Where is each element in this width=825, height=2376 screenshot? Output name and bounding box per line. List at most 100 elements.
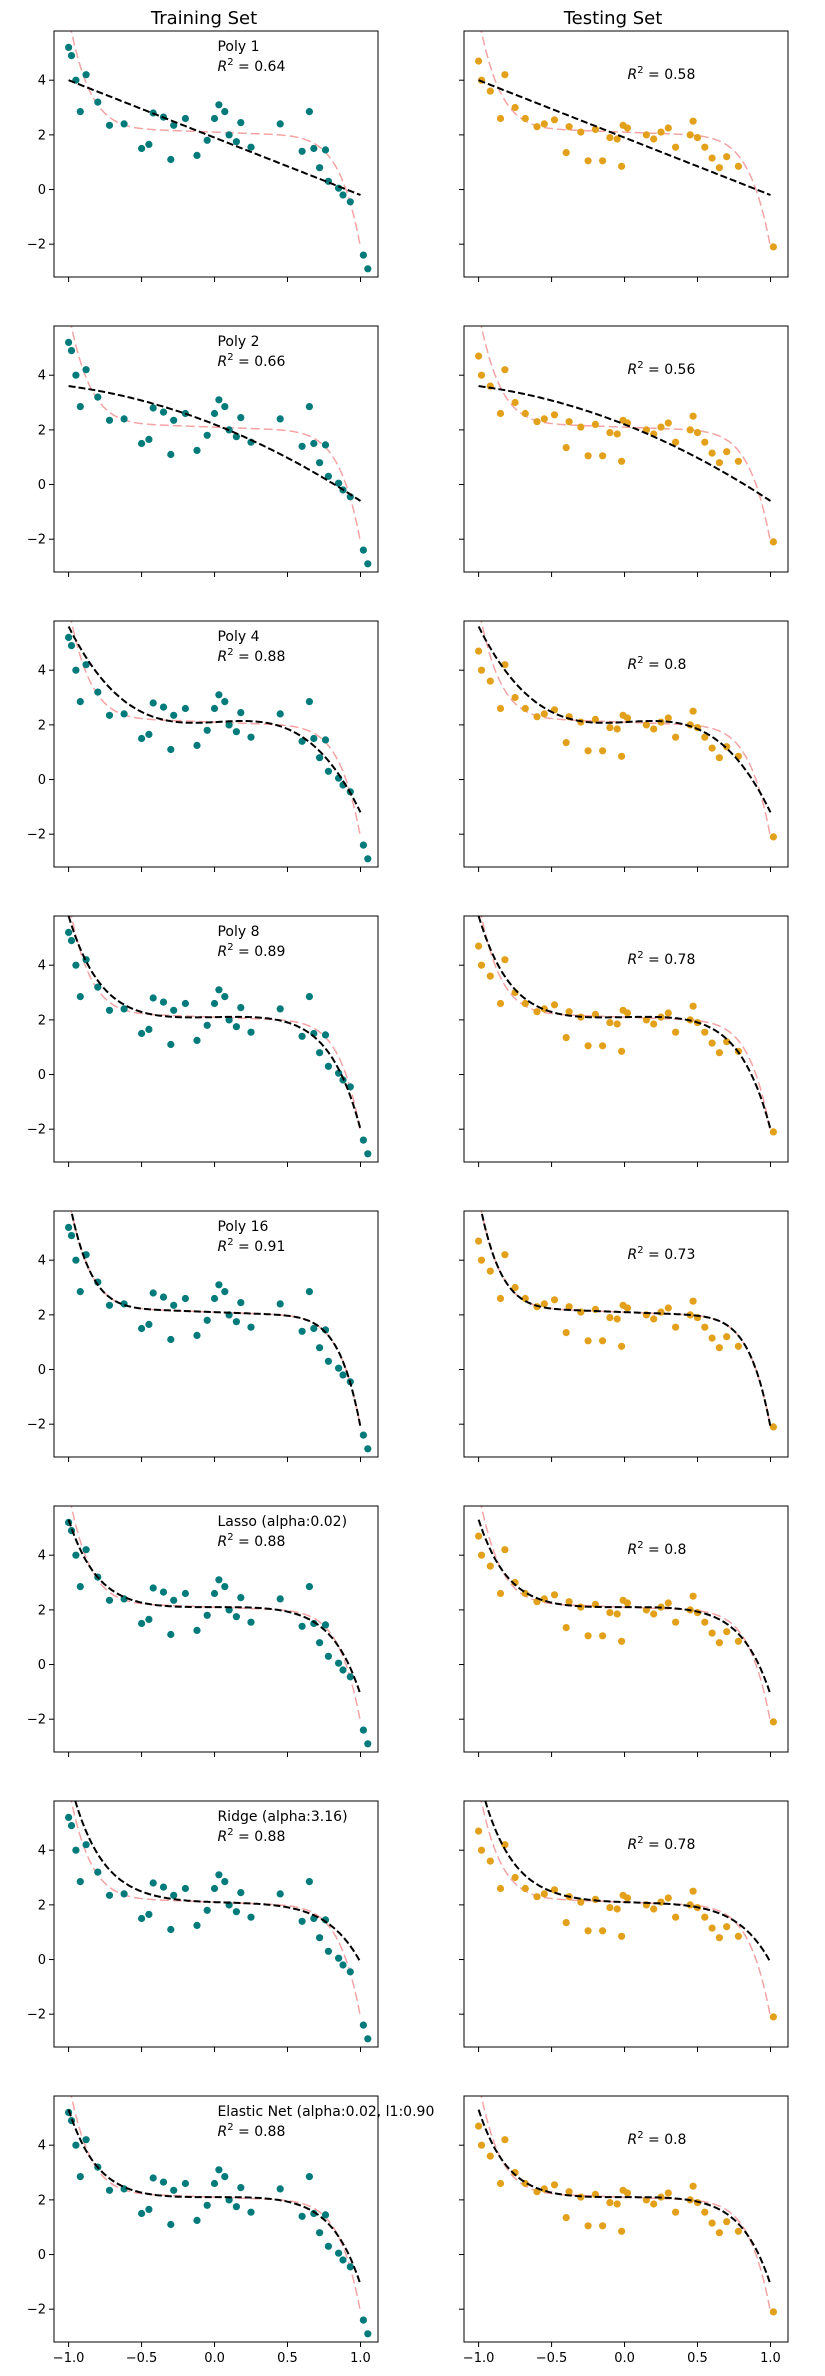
train-point [316, 164, 324, 172]
test-point [550, 1001, 559, 1009]
test-point [650, 2200, 658, 2208]
test-point [584, 157, 592, 165]
test-point [521, 999, 529, 1008]
train-point [170, 1891, 178, 1899]
test-point [689, 1887, 697, 1895]
train-point [276, 710, 284, 718]
axes-frame [53, 2095, 379, 2343]
true-function-line [480, 621, 772, 838]
train-point [335, 1364, 343, 1372]
test-point [664, 714, 672, 722]
test-point [734, 2227, 743, 2235]
train-point [159, 998, 168, 1006]
train-point [316, 1344, 324, 1352]
model-label: Poly 4 [217, 629, 259, 645]
train-point [364, 1740, 372, 1748]
x-tick-label: 1.0 [760, 2351, 781, 2366]
train-point [221, 108, 229, 116]
train-point [94, 983, 102, 991]
train-point [203, 2201, 211, 2209]
train-point [225, 1016, 233, 1024]
train-point [305, 2173, 313, 2181]
train-point [181, 2179, 189, 2188]
test-point [577, 128, 585, 136]
test-point [613, 1020, 621, 1028]
train-point [321, 146, 330, 154]
train-point [232, 1908, 240, 1916]
train-point [298, 737, 306, 745]
train-point [170, 1006, 178, 1014]
train-point [167, 1040, 175, 1049]
train-point [82, 71, 90, 79]
test-point [475, 352, 483, 360]
y-tick-label: 4 [38, 1844, 46, 1859]
x-tick-label: 0.5 [277, 2351, 298, 2366]
test-point [475, 647, 483, 655]
train-point [305, 1878, 313, 1886]
train-r2-annotation: R2 = 0.88 [217, 1827, 285, 1845]
train-r2-annotation: R2 = 0.88 [217, 647, 285, 665]
fitted-curve-line [478, 79, 771, 196]
train-point [324, 1947, 332, 1955]
true-function-line [480, 2096, 772, 2313]
plot-area-train-7 [65, 2096, 372, 2338]
test-point [496, 114, 505, 123]
test-point [642, 721, 651, 729]
train-point [359, 1431, 367, 1439]
test-point [562, 1624, 570, 1632]
test-point [623, 1894, 632, 1902]
train-point [203, 431, 211, 439]
train-point [67, 1232, 76, 1240]
test-point [562, 1329, 570, 1337]
train-point [149, 1289, 157, 1297]
fitted-curve-line [67, 916, 362, 1130]
y-tick-label: 4 [38, 664, 46, 679]
train-point [159, 1293, 168, 1301]
train-point [215, 396, 223, 404]
test-point [591, 125, 600, 133]
fitted-curve-line [74, 1801, 362, 1963]
train-point [324, 472, 332, 480]
y-tick-label: 4 [38, 1254, 46, 1269]
axes-frame [463, 915, 789, 1163]
test-point [701, 1028, 709, 1036]
train-r2-annotation: R2 = 0.88 [217, 2122, 285, 2140]
train-point [159, 1883, 168, 1891]
test-point [486, 1857, 494, 1865]
test-point [584, 1337, 592, 1345]
train-point [335, 2249, 343, 2257]
model-label: Poly 8 [217, 924, 259, 940]
train-point [232, 1613, 240, 1621]
test-point [486, 1562, 494, 1570]
train-point [120, 710, 128, 718]
y-tick-label: −2 [27, 828, 46, 843]
test-point [562, 444, 570, 452]
x-tick-label: 0.5 [687, 2351, 708, 2366]
test-point [496, 704, 505, 713]
train-point [310, 144, 318, 153]
x-tick-label: 1.0 [350, 2351, 371, 2366]
test-point [650, 1905, 658, 1913]
y-tick-label: 4 [38, 369, 46, 384]
train-point [170, 416, 178, 424]
panels-group: −2 0 2 4 Poly 1 R2 = 0.64 R2 = 0.58 −2 0 2 4 Poly 2… [27, 30, 789, 2366]
panel-test-6: R2 = 0.78 [459, 1800, 789, 2052]
train-point [321, 441, 330, 449]
train-point [324, 767, 332, 775]
panel-test-2: R2 = 0.8 [459, 620, 789, 872]
train-point [76, 698, 84, 706]
fitted-curve-line [477, 626, 772, 813]
axes-frame [53, 325, 379, 573]
test-point [501, 661, 509, 669]
train-point [167, 1630, 175, 1639]
fitted-curve-line [477, 2109, 772, 2285]
test-point [689, 1002, 697, 1010]
test-point [562, 1919, 570, 1927]
test-point [584, 1042, 592, 1050]
test-point [618, 457, 626, 465]
test-point [599, 1632, 607, 1640]
train-point [138, 1619, 146, 1628]
train-point [105, 1891, 114, 1899]
test-point [477, 1846, 486, 1854]
